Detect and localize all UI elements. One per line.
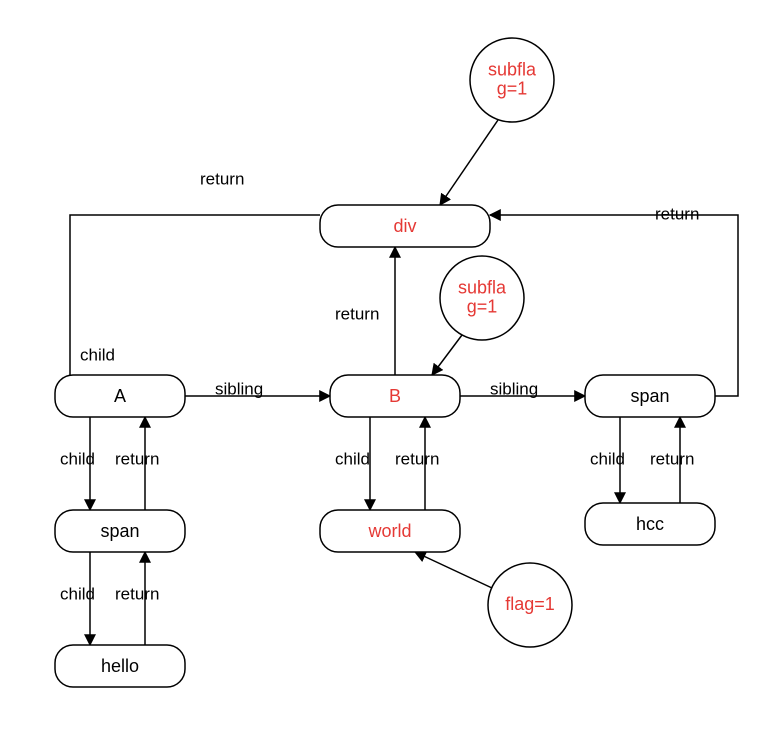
- node-label-B: B: [389, 386, 401, 406]
- node-label-flag-0: flag=1: [505, 594, 555, 614]
- edge-label-e1b: return: [200, 169, 244, 188]
- edge-label-e2: sibling: [215, 379, 263, 398]
- edge-label-e3: sibling: [490, 379, 538, 398]
- node-label-div: div: [393, 216, 416, 236]
- edge-label-e1: child: [80, 345, 115, 364]
- edge-e1: [70, 215, 320, 395]
- node-label-world: world: [367, 521, 411, 541]
- diagram-canvas: divABspanspanworldhcchellosubflag=1subfl…: [0, 0, 778, 732]
- edge-label-e5: return: [655, 204, 699, 223]
- node-label-hello: hello: [101, 656, 139, 676]
- edge-label-e9a: child: [590, 449, 625, 468]
- edge-e10: [440, 120, 498, 205]
- node-label-hcc: hcc: [636, 514, 664, 534]
- edge-label-e8b: return: [395, 449, 439, 468]
- node-label-span_l: span: [100, 521, 139, 541]
- edge-e5: [490, 215, 738, 396]
- edge-label-e8a: child: [335, 449, 370, 468]
- node-label-A: A: [114, 386, 126, 406]
- node-label-span_r: span: [630, 386, 669, 406]
- node-label-subflag_mid-1: g=1: [467, 296, 498, 316]
- edge-label-e9b: return: [650, 449, 694, 468]
- edge-e12: [415, 552, 492, 588]
- node-label-subflag_top-1: g=1: [497, 78, 528, 98]
- edge-label-e7a: child: [60, 584, 95, 603]
- node-label-subflag_top-0: subfla: [488, 59, 537, 79]
- edge-label-e7b: return: [115, 584, 159, 603]
- edge-label-e6a: child: [60, 449, 95, 468]
- node-label-subflag_mid-0: subfla: [458, 277, 507, 297]
- edge-label-e4: return: [335, 304, 379, 323]
- edge-label-e6b: return: [115, 449, 159, 468]
- edge-e11: [432, 335, 462, 375]
